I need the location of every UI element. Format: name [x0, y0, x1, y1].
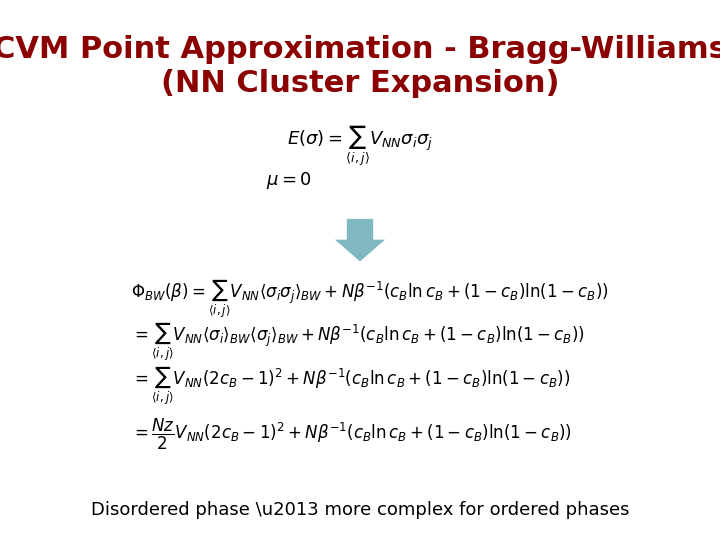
Text: $= \dfrac{Nz}{2} V_{NN} (2c_B - 1)^2 + N\beta^{-1}\left(c_B \ln c_B + (1-c_B)\ln: $= \dfrac{Nz}{2} V_{NN} (2c_B - 1)^2 + N…	[132, 417, 572, 453]
Text: CVM Point Approximation - Bragg-Williams
(NN Cluster Expansion): CVM Point Approximation - Bragg-Williams…	[0, 35, 720, 98]
Text: $= \sum_{\langle i,j \rangle} V_{NN} \langle \sigma_i \rangle_{BW} \langle \sigm: $= \sum_{\langle i,j \rangle} V_{NN} \la…	[132, 321, 585, 365]
Text: Disordered phase \u2013 more complex for ordered phases: Disordered phase \u2013 more complex for…	[91, 501, 629, 519]
Text: $\Phi_{BW}(\beta) = \sum_{\langle i,j \rangle} V_{NN} \langle \sigma_i \sigma_j : $\Phi_{BW}(\beta) = \sum_{\langle i,j \r…	[132, 278, 609, 321]
Text: $E(\sigma) = \sum_{\langle i,j \rangle} V_{NN} \sigma_i \sigma_j$: $E(\sigma) = \sum_{\langle i,j \rangle} …	[287, 124, 433, 168]
Polygon shape	[334, 219, 386, 262]
Text: $\mu = 0$: $\mu = 0$	[266, 171, 312, 191]
Text: $= \sum_{\langle i,j \rangle} V_{NN} (2c_B - 1)^2 + N\beta^{-1}\left(c_B \ln c_B: $= \sum_{\langle i,j \rangle} V_{NN} (2c…	[132, 364, 571, 408]
